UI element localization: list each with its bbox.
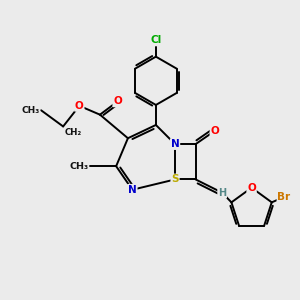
Text: O: O (247, 183, 256, 193)
Text: H: H (218, 188, 226, 198)
Text: CH₂: CH₂ (64, 128, 82, 137)
Text: Br: Br (278, 192, 290, 202)
Text: S: S (171, 174, 179, 184)
Text: O: O (210, 126, 219, 136)
Text: N: N (171, 139, 179, 149)
Text: CH₃: CH₃ (69, 162, 88, 171)
Text: O: O (75, 101, 84, 111)
Text: Cl: Cl (150, 35, 161, 46)
Text: N: N (128, 185, 137, 195)
Text: O: O (113, 96, 122, 106)
Text: CH₃: CH₃ (21, 106, 40, 115)
